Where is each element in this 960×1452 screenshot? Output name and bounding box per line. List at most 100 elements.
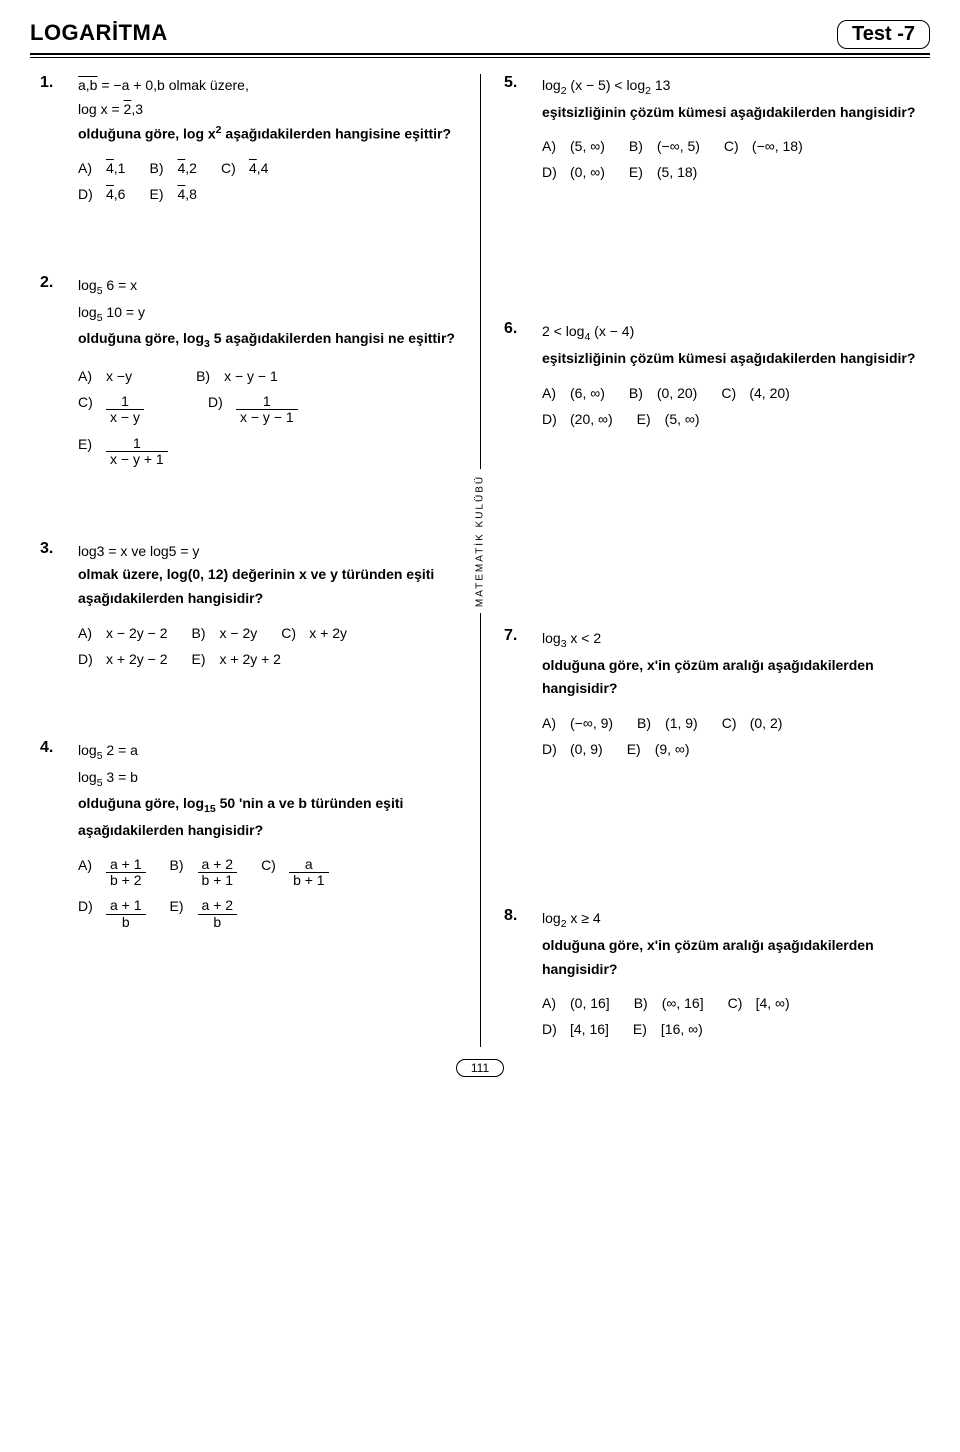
q7-options: A)(−∞, 9) B)(1, 9) C)(0, 2) D)(0, 9) E)(… xyxy=(542,715,920,757)
q1-optE: E)4,8 xyxy=(149,186,196,202)
q4-optA: A)a + 1b + 2 xyxy=(78,857,146,889)
question-4: 4. log5 2 = a log5 3 = b olduğuna göre, … xyxy=(40,739,456,930)
q8-optB: B)(∞, 16] xyxy=(634,995,704,1011)
q5-line2: eşitsizliğinin çözüm kümesi aşağıdakiler… xyxy=(542,101,920,125)
q4-optE: E)a + 2b xyxy=(170,898,238,930)
q3-optB: B)x − 2y xyxy=(191,625,257,641)
question-6: 6. 2 < log4 (x − 4) eşitsizliğinin çözüm… xyxy=(504,320,920,426)
question-3: 3. log3 = x ve log5 = y olmak üzere, log… xyxy=(40,540,456,667)
divider-thin xyxy=(30,57,930,58)
q3-line1: log3 = x ve log5 = y xyxy=(78,540,456,564)
test-badge: Test -7 xyxy=(837,20,930,49)
q3-number: 3. xyxy=(40,540,78,667)
q5-optE: E)(5, 18) xyxy=(629,164,697,180)
q3-options: A)x − 2y − 2 B)x − 2y C)x + 2y D)x + 2y … xyxy=(78,625,456,667)
q6-line1: 2 < log4 (x − 4) xyxy=(542,320,920,347)
chapter-title: LOGARİTMA xyxy=(30,20,168,46)
q2-number: 2. xyxy=(40,274,78,467)
q7-optD: D)(0, 9) xyxy=(542,741,603,757)
q2-options: A)x −y B)x − y − 1 C)1x − y D)1x − y − 1… xyxy=(78,368,456,468)
q4-optB: B)a + 2b + 1 xyxy=(170,857,238,889)
q5-number: 5. xyxy=(504,74,542,180)
q4-line3: olduğuna göre, log15 50 'nin a ve b türü… xyxy=(78,792,456,842)
q6-options: A)(6, ∞) B)(0, 20) C)(4, 20) D)(20, ∞) E… xyxy=(542,385,920,427)
q2-optC: C)1x − y xyxy=(78,394,144,426)
page-header: LOGARİTMA Test -7 xyxy=(30,20,930,49)
q8-line1: log2 x ≥ 4 xyxy=(542,907,920,934)
q2-line2: log5 10 = y xyxy=(78,301,456,328)
q8-optA: A)(0, 16] xyxy=(542,995,610,1011)
q6-optC: C)(4, 20) xyxy=(721,385,789,401)
q4-line2: log5 3 = b xyxy=(78,766,456,793)
q1-line3: olduğuna göre, log x2 aşağıdakilerden ha… xyxy=(78,122,456,146)
q2-stem: log5 6 = x log5 10 = y olduğuna göre, lo… xyxy=(78,274,456,354)
q1-optB: B)4,2 xyxy=(149,160,196,176)
q3-stem: log3 = x ve log5 = y olmak üzere, log(0,… xyxy=(78,540,456,611)
question-5: 5. log2 (x − 5) < log2 13 eşitsizliğinin… xyxy=(504,74,920,180)
page-number-container: 111 xyxy=(30,1059,930,1077)
question-2: 2. log5 6 = x log5 10 = y olduğuna göre,… xyxy=(40,274,456,467)
question-7: 7. log3 x < 2 olduğuna göre, x'in çözüm … xyxy=(504,627,920,757)
q5-optA: A)(5, ∞) xyxy=(542,138,605,154)
q7-stem: log3 x < 2 olduğuna göre, x'in çözüm ara… xyxy=(542,627,920,701)
q7-number: 7. xyxy=(504,627,542,757)
divider-thick xyxy=(30,53,930,55)
q5-optB: B)(−∞, 5) xyxy=(629,138,700,154)
q8-optE: E)[16, ∞) xyxy=(633,1021,703,1037)
q2-optE: E)1x − y + 1 xyxy=(78,436,168,468)
q4-line1: log5 2 = a xyxy=(78,739,456,766)
question-1: 1. a,b = −a + 0,b olmak üzere, log x = 2… xyxy=(40,74,456,202)
q2-optA: A)x −y xyxy=(78,368,132,384)
q2-optB: B)x − y − 1 xyxy=(196,368,278,384)
q4-stem: log5 2 = a log5 3 = b olduğuna göre, log… xyxy=(78,739,456,843)
q6-optA: A)(6, ∞) xyxy=(542,385,605,401)
right-column: 5. log2 (x − 5) < log2 13 eşitsizliğinin… xyxy=(480,74,930,1047)
q1-optA: A)4,1 xyxy=(78,160,125,176)
q4-options: A)a + 1b + 2 B)a + 2b + 1 C)ab + 1 D)a +… xyxy=(78,857,456,931)
q5-optC: C)(−∞, 18) xyxy=(724,138,803,154)
q6-optE: E)(5, ∞) xyxy=(637,411,700,427)
q6-stem: 2 < log4 (x − 4) eşitsizliğinin çözüm kü… xyxy=(542,320,920,370)
q3-optA: A)x − 2y − 2 xyxy=(78,625,167,641)
q2-optD: D)1x − y − 1 xyxy=(208,394,298,426)
q1-options: A)4,1 B)4,2 C)4,4 D)4,6 E)4,8 xyxy=(78,160,456,202)
q5-stem: log2 (x − 5) < log2 13 eşitsizliğinin çö… xyxy=(542,74,920,124)
q8-stem: log2 x ≥ 4 olduğuna göre, x'in çözüm ara… xyxy=(542,907,920,981)
q7-optE: E)(9, ∞) xyxy=(627,741,690,757)
q2-line1: log5 6 = x xyxy=(78,274,456,301)
q5-options: A)(5, ∞) B)(−∞, 5) C)(−∞, 18) D)(0, ∞) E… xyxy=(542,138,920,180)
q7-optA: A)(−∞, 9) xyxy=(542,715,613,731)
q8-options: A)(0, 16] B)(∞, 16] C)[4, ∞) D)[4, 16] E… xyxy=(542,995,920,1037)
q8-optC: C)[4, ∞) xyxy=(728,995,790,1011)
q3-optE: E)x + 2y + 2 xyxy=(191,651,280,667)
page-body: MATEMATİK KULÜBÜ 1. a,b = −a + 0,b olmak… xyxy=(30,74,930,1047)
q3-optC: C)x + 2y xyxy=(281,625,347,641)
q7-line1: log3 x < 2 xyxy=(542,627,920,654)
q7-optB: B)(1, 9) xyxy=(637,715,698,731)
q1-stem: a,b = −a + 0,b olmak üzere, log x = 2,3 … xyxy=(78,74,456,146)
q4-number: 4. xyxy=(40,739,78,930)
q8-optD: D)[4, 16] xyxy=(542,1021,609,1037)
question-8: 8. log2 x ≥ 4 olduğuna göre, x'in çözüm … xyxy=(504,907,920,1037)
q3-optD: D)x + 2y − 2 xyxy=(78,651,167,667)
q1-line1: a,b = −a + 0,b olmak üzere, xyxy=(78,74,456,98)
q6-line2: eşitsizliğinin çözüm kümesi aşağıdakiler… xyxy=(542,347,920,371)
q7-line2: olduğuna göre, x'in çözüm aralığı aşağıd… xyxy=(542,654,920,702)
q8-number: 8. xyxy=(504,907,542,1037)
q6-optD: D)(20, ∞) xyxy=(542,411,613,427)
q4-optD: D)a + 1b xyxy=(78,898,146,930)
q4-optC: C)ab + 1 xyxy=(261,857,329,889)
page-number: 111 xyxy=(456,1059,504,1077)
q7-optC: C)(0, 2) xyxy=(722,715,783,731)
q1-optC: C)4,4 xyxy=(221,160,268,176)
q8-line2: olduğuna göre, x'in çözüm aralığı aşağıd… xyxy=(542,934,920,982)
q1-number: 1. xyxy=(40,74,78,202)
q6-optB: B)(0, 20) xyxy=(629,385,697,401)
left-column: 1. a,b = −a + 0,b olmak üzere, log x = 2… xyxy=(30,74,480,1047)
q6-number: 6. xyxy=(504,320,542,426)
q1-line2: log x = 2,3 xyxy=(78,98,456,122)
q2-line3: olduğuna göre, log3 5 aşağıdakilerden ha… xyxy=(78,327,456,354)
q3-line2: olmak üzere, log(0, 12) değerinin x ve y… xyxy=(78,563,456,611)
q5-optD: D)(0, ∞) xyxy=(542,164,605,180)
side-label: MATEMATİK KULÜBÜ xyxy=(475,469,486,613)
